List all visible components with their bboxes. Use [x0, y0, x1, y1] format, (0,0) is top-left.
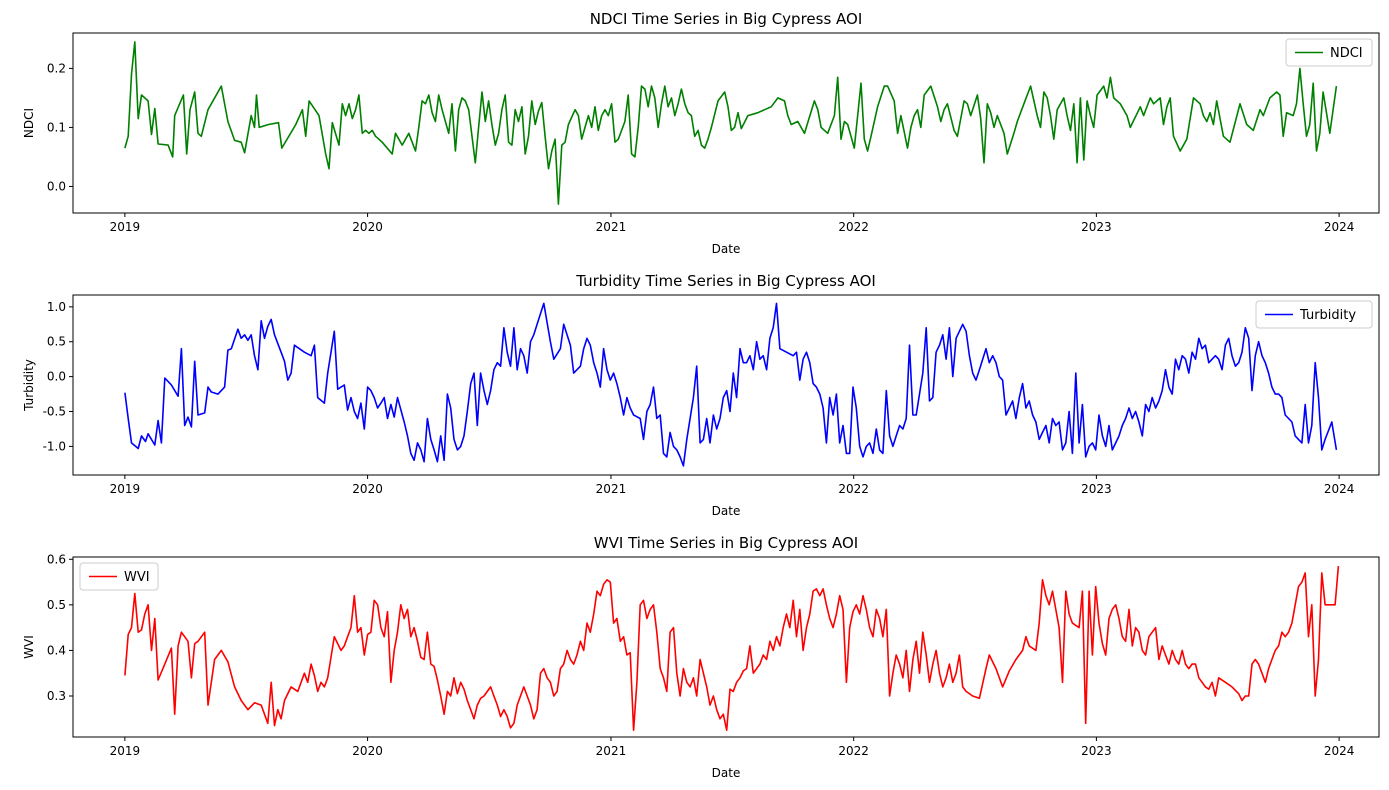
chart-title: WVI Time Series in Big Cypress AOI — [594, 534, 858, 552]
x-tick-label: 2021 — [596, 744, 627, 758]
legend-box — [1255, 300, 1373, 329]
series-line-turbidity — [124, 302, 1338, 467]
axes-frame — [72, 556, 1380, 738]
y-tick-label: 1.0 — [47, 300, 66, 314]
legend: NDCI — [1285, 38, 1373, 67]
y-tick-label: -1.0 — [43, 439, 66, 453]
x-tick-label: 2022 — [838, 744, 869, 758]
x-tick-label: 2023 — [1081, 744, 1112, 758]
x-tick-label: 2022 — [838, 482, 869, 496]
legend-label: WVI — [124, 570, 150, 585]
chart-title: NDCI Time Series in Big Cypress AOI — [590, 10, 863, 28]
x-tick-label: 2020 — [352, 220, 383, 234]
axes-frame — [72, 294, 1380, 476]
x-tick-label: 2019 — [110, 220, 141, 234]
legend: WVI — [79, 562, 159, 591]
y-tick-label: 0.5 — [47, 335, 66, 349]
legend: Turbidity — [1255, 300, 1373, 329]
y-tick-label: -0.5 — [43, 405, 66, 419]
y-tick-label: 0.5 — [47, 598, 66, 612]
x-axis-label: Date — [712, 242, 741, 256]
legend-box — [1285, 38, 1373, 67]
x-axis-label: Date — [712, 766, 741, 780]
y-tick-label: 0.2 — [47, 61, 66, 75]
y-axis-label: NDCI — [22, 108, 36, 138]
x-tick-label: 2024 — [1324, 744, 1355, 758]
y-axis-label: WVI — [22, 635, 36, 659]
wvi-panel: WVI Time Series in Big Cypress AOI 2019 20… — [22, 534, 1380, 780]
x-tick-label: 2021 — [596, 220, 627, 234]
y-tick-label: 0.6 — [47, 552, 66, 566]
legend-label: NDCI — [1330, 46, 1363, 61]
x-tick-label: 2020 — [352, 744, 383, 758]
y-tick-label: 0.0 — [47, 370, 66, 384]
x-tick-label: 2019 — [110, 744, 141, 758]
y-tick-label: 0.3 — [47, 689, 66, 703]
y-axis-label: Turbidity — [22, 359, 36, 412]
y-tick-label: 0.0 — [47, 179, 66, 193]
chart-title: Turbidity Time Series in Big Cypress AOI — [575, 272, 876, 290]
series-line-wvi — [124, 566, 1340, 731]
x-tick-label: 2023 — [1081, 482, 1112, 496]
series-line-ndci — [124, 41, 1338, 205]
ndci-panel: NDCI Time Series in Big Cypress AOI 2019 2… — [22, 10, 1380, 256]
legend-box — [79, 562, 159, 591]
x-tick-label: 2019 — [110, 482, 141, 496]
x-tick-label: 2024 — [1324, 482, 1355, 496]
x-tick-label: 2021 — [596, 482, 627, 496]
turbidity-panel: Turbidity Time Series in Big Cypress AOI… — [22, 272, 1380, 518]
y-tick-label: 0.1 — [47, 120, 66, 134]
x-tick-label: 2020 — [352, 482, 383, 496]
y-tick-label: 0.4 — [47, 643, 66, 657]
x-axis-label: Date — [712, 504, 741, 518]
x-tick-label: 2024 — [1324, 220, 1355, 234]
axes-frame — [72, 32, 1380, 214]
x-tick-label: 2022 — [838, 220, 869, 234]
x-tick-label: 2023 — [1081, 220, 1112, 234]
legend-label: Turbidity — [1299, 308, 1356, 323]
